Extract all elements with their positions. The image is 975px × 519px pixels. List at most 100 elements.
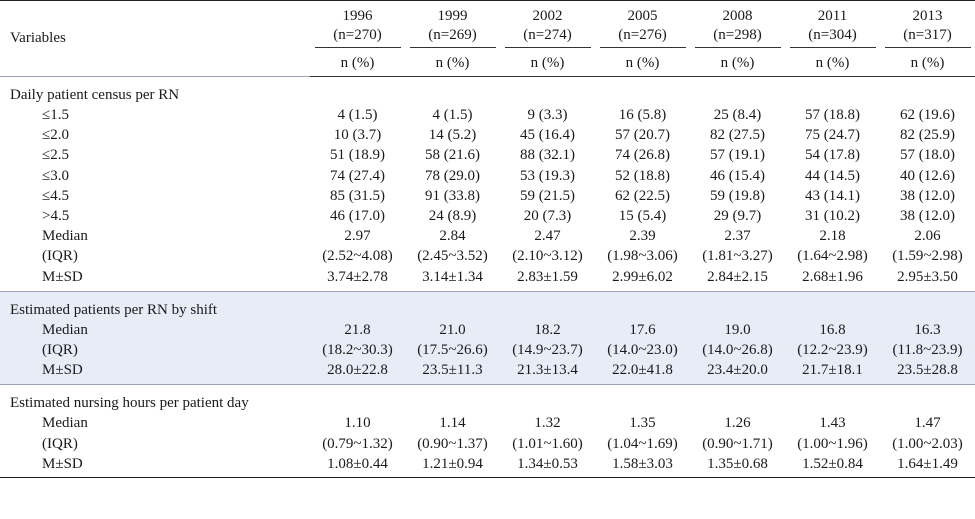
table-cell: 25 (8.4) xyxy=(713,107,762,124)
table-cell: 38 (12.0) xyxy=(900,187,955,204)
table-row: (IQR) (2.52~4.08) (2.45~3.52) (2.10~3.12) (1… xyxy=(0,246,975,266)
header-year-row: Variables 1996 (n=270) 1999 (n=269) 2002 (n… xyxy=(0,0,975,77)
table-cell: 2.84 xyxy=(439,228,466,245)
year-label: 2005 xyxy=(627,8,658,24)
year-label: 1996 xyxy=(342,8,373,24)
table-cell: (14.0~26.8) xyxy=(690,339,785,361)
table-cell: 1.64±1.49 xyxy=(880,453,975,478)
table-cell: 91 (33.8) xyxy=(425,187,480,204)
sample-size-label: (n=274) xyxy=(523,27,572,43)
row-label: ≤4.5 xyxy=(42,187,69,204)
table-cell: 21.7±18.1 xyxy=(785,360,880,381)
table-cell: 23.5±28.8 xyxy=(880,360,975,381)
table-cell: 2.68±1.96 xyxy=(802,268,863,285)
spacer-cell xyxy=(0,380,975,385)
unit-header: n (%) xyxy=(310,51,405,77)
table-cell: (1.81~3.27) xyxy=(702,248,773,265)
table-cell: 4 (1.5) xyxy=(337,107,378,124)
table-cell: (14.9~23.7) xyxy=(500,339,595,361)
nursing-staffing-table: Variables 1996 (n=270) 1999 (n=269) 2002 (n… xyxy=(0,0,975,478)
unit-header: n (%) xyxy=(595,51,690,77)
table-cell: 78 (29.0) xyxy=(425,167,480,184)
table-row: >4.5 46 (17.0) 24 (8.9) 20 (7.3) 15 (5.4) 29 … xyxy=(0,206,975,226)
section-title: Estimated nursing hours per patient day xyxy=(10,395,249,412)
table-cell: (0.90~1.71) xyxy=(702,435,773,452)
row-label: ≤2.5 xyxy=(42,147,69,164)
sample-size-label: (n=317) xyxy=(903,27,952,43)
table-cell: (0.90~1.37) xyxy=(417,435,488,452)
table-cell: 58 (21.6) xyxy=(425,147,480,164)
table-row: Median 2.97 2.84 2.47 2.39 2.37 2.18 2.06 xyxy=(0,226,975,246)
table-cell: 10 (3.7) xyxy=(333,127,382,144)
table-cell: 59 (19.8) xyxy=(710,187,765,204)
row-label: Median xyxy=(0,319,310,340)
section-nursing-hours: Estimated nursing hours per patient day M… xyxy=(0,384,975,478)
table-cell: (1.64~2.98) xyxy=(797,248,868,265)
table-cell: 57 (18.0) xyxy=(900,147,955,164)
table-cell: 57 (19.1) xyxy=(710,147,765,164)
table-cell: 57 (18.8) xyxy=(805,107,860,124)
section-title: Daily patient census per RN xyxy=(10,87,180,103)
table-cell: 1.08±0.44 xyxy=(310,453,405,478)
year-header: 2002 (n=274) xyxy=(500,0,595,51)
table-cell: (2.52~4.08) xyxy=(322,248,393,265)
table-row: M±SD 28.0±22.8 23.5±11.3 21.3±13.4 22.0±41.8… xyxy=(0,360,975,381)
year-header: 2005 (n=276) xyxy=(595,0,690,51)
table-cell: 1.58±3.03 xyxy=(595,453,690,478)
table-cell: (11.8~23.9) xyxy=(880,339,975,361)
table-row: M±SD 1.08±0.44 1.21±0.94 1.34±0.53 1.58±3.03… xyxy=(0,453,975,478)
table-cell: 2.18 xyxy=(819,228,846,245)
table-cell: 1.10 xyxy=(344,415,371,432)
table-cell: 53 (19.3) xyxy=(520,167,575,184)
table-cell: 1.35±0.68 xyxy=(690,453,785,478)
table-cell: 88 (32.1) xyxy=(520,147,575,164)
unit-header: n (%) xyxy=(785,51,880,77)
table-row: ≤2.5 51 (18.9) 58 (21.6) 88 (32.1) 74 (26.8)… xyxy=(0,145,975,165)
table-cell: (18.2~30.3) xyxy=(310,339,405,361)
table-cell: 2.95±3.50 xyxy=(897,268,958,285)
row-label: (IQR) xyxy=(42,435,78,452)
table-cell: 74 (26.8) xyxy=(615,147,670,164)
table-cell: 2.84±2.15 xyxy=(707,268,768,285)
table-cell: 44 (14.5) xyxy=(805,167,860,184)
table-cell: 4 (1.5) xyxy=(432,107,473,124)
variables-header: Variables xyxy=(0,0,310,77)
year-label: 2013 xyxy=(912,8,943,24)
table-cell: (12.2~23.9) xyxy=(785,339,880,361)
table-row: ≤1.5 4 (1.5) 4 (1.5) 9 (3.3) 16 (5.8) 25 (8.4… xyxy=(0,105,975,125)
table-row: (IQR) (18.2~30.3) (17.5~26.6) (14.9~23.7) (1… xyxy=(0,339,975,361)
table-cell: 2.06 xyxy=(914,228,941,245)
table-cell: 3.74±2.78 xyxy=(327,268,388,285)
table-cell: 28.0±22.8 xyxy=(310,360,405,381)
table-cell: 17.6 xyxy=(595,319,690,340)
section-header-row: Estimated nursing hours per patient day xyxy=(0,385,975,414)
table-cell: (1.59~2.98) xyxy=(892,248,963,265)
table-cell: 29 (9.7) xyxy=(713,208,762,225)
year-header: 1999 (n=269) xyxy=(405,0,500,51)
row-label: ≤2.0 xyxy=(42,127,69,144)
table-cell: 23.5±11.3 xyxy=(405,360,500,381)
table-row: M±SD 3.74±2.78 3.14±1.34 2.83±1.59 2.99±6.02… xyxy=(0,267,975,287)
table-cell: 23.4±20.0 xyxy=(690,360,785,381)
table-cell: 1.43 xyxy=(819,415,846,432)
sample-size-label: (n=276) xyxy=(618,27,667,43)
table-cell: 75 (24.7) xyxy=(805,127,860,144)
table-row: ≤3.0 74 (27.4) 78 (29.0) 53 (19.3) 52 (18.8)… xyxy=(0,166,975,186)
table-cell: (1.98~3.06) xyxy=(607,248,678,265)
table-cell: (1.00~1.96) xyxy=(797,435,868,452)
table-cell: 62 (19.6) xyxy=(900,107,955,124)
table-cell: 43 (14.1) xyxy=(805,187,860,204)
table-cell: 51 (18.9) xyxy=(330,147,385,164)
table-cell: 31 (10.2) xyxy=(805,208,860,225)
table-cell: 21.0 xyxy=(405,319,500,340)
table-cell: 14 (5.2) xyxy=(428,127,477,144)
year-header: 2008 (n=298) xyxy=(690,0,785,51)
table-cell: 2.39 xyxy=(629,228,656,245)
table-cell: (1.04~1.69) xyxy=(607,435,678,452)
row-label: Median xyxy=(42,228,88,245)
section-patients-per-shift: Estimated patients per RN by shift Median… xyxy=(0,291,975,385)
unit-header: n (%) xyxy=(405,51,500,77)
section-header-row: Daily patient census per RN xyxy=(0,77,975,106)
year-label: 2002 xyxy=(532,8,563,24)
row-label: M±SD xyxy=(0,360,310,381)
